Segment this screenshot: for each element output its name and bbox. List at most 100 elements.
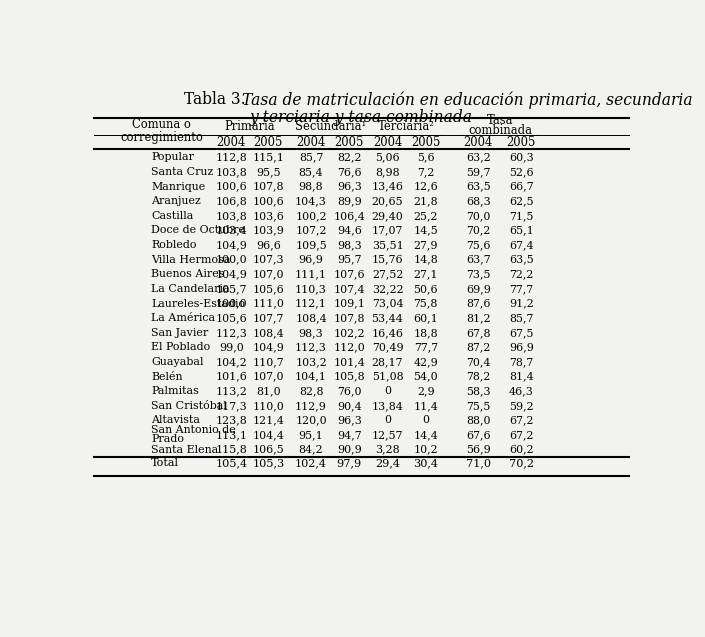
Text: 105,7: 105,7 xyxy=(216,284,247,294)
Text: 21,8: 21,8 xyxy=(413,196,438,206)
Text: 67,8: 67,8 xyxy=(466,328,491,338)
Text: 98,3: 98,3 xyxy=(337,240,362,250)
Text: 52,6: 52,6 xyxy=(509,167,534,177)
Text: 107,6: 107,6 xyxy=(333,269,365,279)
Text: 96,3: 96,3 xyxy=(337,182,362,192)
Text: La América: La América xyxy=(151,313,215,323)
Text: 112,1: 112,1 xyxy=(295,299,327,308)
Text: 104,1: 104,1 xyxy=(295,371,327,382)
Text: 104,3: 104,3 xyxy=(295,196,327,206)
Text: 76,0: 76,0 xyxy=(337,386,362,396)
Text: 105,6: 105,6 xyxy=(216,313,247,323)
Text: 103,8: 103,8 xyxy=(216,167,247,177)
Text: 106,8: 106,8 xyxy=(216,196,247,206)
Text: 7,2: 7,2 xyxy=(417,167,434,177)
Text: 75,8: 75,8 xyxy=(414,299,438,308)
Text: 63,5: 63,5 xyxy=(466,182,491,192)
Text: 102,4: 102,4 xyxy=(295,458,327,468)
Text: 46,3: 46,3 xyxy=(509,386,534,396)
Text: 100,0: 100,0 xyxy=(216,255,247,265)
Text: 107,7: 107,7 xyxy=(252,313,284,323)
Text: 14,5: 14,5 xyxy=(413,225,439,236)
Text: 105,6: 105,6 xyxy=(252,284,284,294)
Text: Tabla 3.: Tabla 3. xyxy=(184,91,250,108)
Text: 65,1: 65,1 xyxy=(509,225,534,236)
Text: 2004: 2004 xyxy=(464,136,493,148)
Text: 27,52: 27,52 xyxy=(372,269,403,279)
Text: 2004: 2004 xyxy=(296,136,326,148)
Text: 103,4: 103,4 xyxy=(215,225,247,236)
Text: San Cristóbal: San Cristóbal xyxy=(151,401,227,411)
Text: 29,40: 29,40 xyxy=(372,211,403,221)
Text: 117,3: 117,3 xyxy=(216,401,247,411)
Text: 73,04: 73,04 xyxy=(372,299,403,308)
Text: 75,5: 75,5 xyxy=(466,401,491,411)
Text: 18,8: 18,8 xyxy=(413,328,438,338)
Text: 110,0: 110,0 xyxy=(252,401,284,411)
Text: 35,51: 35,51 xyxy=(372,240,403,250)
Text: 108,4: 108,4 xyxy=(252,328,284,338)
Text: 27,9: 27,9 xyxy=(414,240,438,250)
Text: 66,7: 66,7 xyxy=(509,182,534,192)
Text: y terciaria y tasa combinada: y terciaria y tasa combinada xyxy=(250,110,473,126)
Text: Buenos Aires: Buenos Aires xyxy=(151,269,224,279)
Text: Total: Total xyxy=(151,458,179,468)
Text: 104,9: 104,9 xyxy=(215,269,247,279)
Text: 105,3: 105,3 xyxy=(252,458,285,468)
Text: 98,3: 98,3 xyxy=(299,328,324,338)
Text: 88,0: 88,0 xyxy=(466,415,491,426)
Text: 3,28: 3,28 xyxy=(375,445,400,455)
Text: 20,65: 20,65 xyxy=(372,196,403,206)
Text: 85,4: 85,4 xyxy=(299,167,324,177)
Text: 10,2: 10,2 xyxy=(413,445,438,455)
Text: 0: 0 xyxy=(384,386,391,396)
Text: 75,6: 75,6 xyxy=(466,240,491,250)
Text: Palmitas: Palmitas xyxy=(151,386,199,396)
Text: 14,4: 14,4 xyxy=(413,430,439,440)
Text: Santa Cruz: Santa Cruz xyxy=(151,167,213,177)
Text: 28,17: 28,17 xyxy=(372,357,403,367)
Text: Castilla: Castilla xyxy=(151,211,193,221)
Text: 84,2: 84,2 xyxy=(299,445,324,455)
Text: 94,6: 94,6 xyxy=(337,225,362,236)
Text: 95,7: 95,7 xyxy=(337,255,362,265)
Text: 107,2: 107,2 xyxy=(295,225,327,236)
Text: San Antonio de: San Antonio de xyxy=(151,425,235,435)
Text: 32,22: 32,22 xyxy=(372,284,403,294)
Text: 123,8: 123,8 xyxy=(216,415,247,426)
Text: 99,0: 99,0 xyxy=(219,342,244,352)
Text: 71,5: 71,5 xyxy=(509,211,534,221)
Text: 103,6: 103,6 xyxy=(252,211,284,221)
Text: 100,2: 100,2 xyxy=(295,211,327,221)
Text: 89,9: 89,9 xyxy=(337,196,362,206)
Text: 63,7: 63,7 xyxy=(466,255,491,265)
Text: 67,2: 67,2 xyxy=(509,430,534,440)
Text: 53,44: 53,44 xyxy=(372,313,403,323)
Text: 112,0: 112,0 xyxy=(333,342,365,352)
Text: 100,0: 100,0 xyxy=(216,299,247,308)
Text: 2005: 2005 xyxy=(411,136,441,148)
Text: 90,9: 90,9 xyxy=(337,445,362,455)
Text: corregimiento: corregimiento xyxy=(121,131,203,144)
Text: 42,9: 42,9 xyxy=(413,357,439,367)
Text: 72,2: 72,2 xyxy=(509,269,534,279)
Text: 13,84: 13,84 xyxy=(372,401,403,411)
Text: 90,4: 90,4 xyxy=(337,401,362,411)
Text: Doce de Octubre: Doce de Octubre xyxy=(151,225,245,236)
Text: 5,6: 5,6 xyxy=(417,152,434,162)
Text: El Poblado: El Poblado xyxy=(151,342,210,352)
Text: Aranjuez: Aranjuez xyxy=(151,196,201,206)
Text: 107,8: 107,8 xyxy=(333,313,365,323)
Text: 73,5: 73,5 xyxy=(466,269,491,279)
Text: 16,46: 16,46 xyxy=(372,328,403,338)
Text: 104,2: 104,2 xyxy=(216,357,247,367)
Text: 115,1: 115,1 xyxy=(252,152,284,162)
Text: 12,57: 12,57 xyxy=(372,430,403,440)
Text: 100,6: 100,6 xyxy=(252,196,284,206)
Text: 51,08: 51,08 xyxy=(372,371,403,382)
Text: 60,1: 60,1 xyxy=(413,313,439,323)
Text: 2004: 2004 xyxy=(216,136,246,148)
Text: Secundaria¹: Secundaria¹ xyxy=(295,120,366,133)
Text: 70,4: 70,4 xyxy=(466,357,491,367)
Text: 104,4: 104,4 xyxy=(252,430,284,440)
